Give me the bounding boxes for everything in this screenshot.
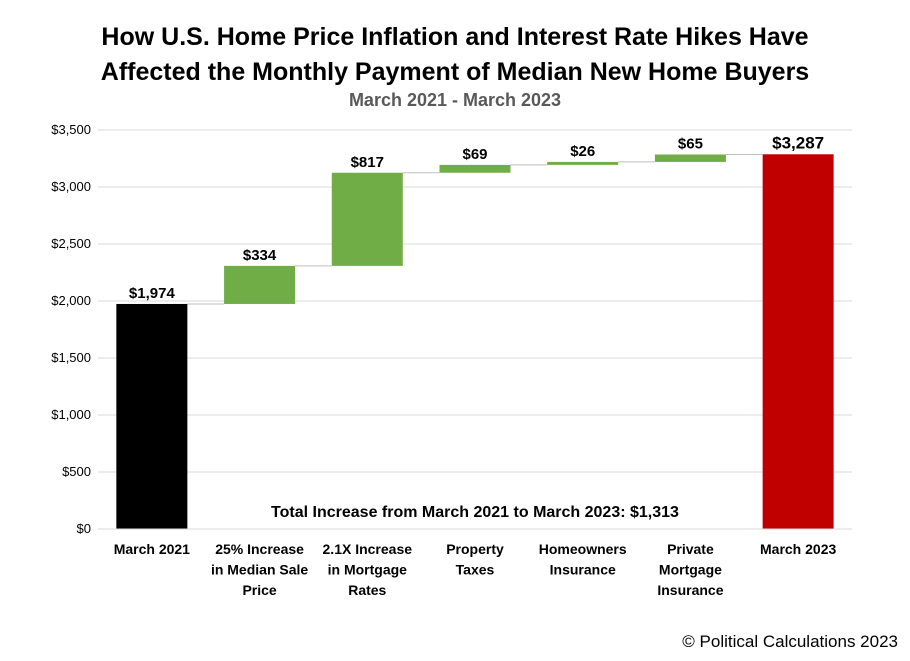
x-tick-label: Mortgage xyxy=(659,562,722,578)
x-tick-label: in Median Sale xyxy=(211,562,308,578)
data-label: $3,287 xyxy=(772,133,824,152)
y-tick-label: $2,500 xyxy=(51,236,91,251)
x-tick-label: in Mortgage xyxy=(328,562,408,578)
chart-title-line-1: How U.S. Home Price Inflation and Intere… xyxy=(101,23,809,51)
total-increase-annotation: Total Increase from March 2021 to March … xyxy=(271,504,679,521)
chart-subtitle: March 2021 - March 2023 xyxy=(348,90,562,110)
x-tick-label: Property xyxy=(446,541,504,557)
bar xyxy=(116,303,188,529)
bar xyxy=(547,161,619,165)
y-tick-label: $1,000 xyxy=(51,407,91,422)
x-tick-label: Insurance xyxy=(550,562,616,578)
x-tick-label: Private xyxy=(667,541,714,557)
bar xyxy=(224,265,296,304)
bar xyxy=(762,154,834,530)
x-tick-label: Price xyxy=(242,582,276,598)
y-tick-label: $0 xyxy=(77,521,91,536)
data-label: $817 xyxy=(351,154,384,171)
y-tick-label: $500 xyxy=(62,464,91,479)
x-tick-label: Insurance xyxy=(657,582,723,598)
y-tick-label: $2,000 xyxy=(51,293,91,308)
x-tick-label: March 2023 xyxy=(760,541,836,557)
x-tick-label: Rates xyxy=(348,582,386,598)
y-tick-label: $1,500 xyxy=(51,350,91,365)
data-label: $334 xyxy=(243,247,277,264)
y-tick-label: $3,000 xyxy=(51,179,91,194)
x-tick-label: 2.1X Increase xyxy=(323,541,413,557)
y-tick-label: $3,500 xyxy=(51,122,91,137)
chart-title-line-2: Affected the Monthly Payment of Median N… xyxy=(100,58,810,86)
x-tick-label: 25% Increase xyxy=(215,541,304,557)
x-tick-label: Taxes xyxy=(456,562,495,578)
bar xyxy=(654,154,726,162)
data-label: $69 xyxy=(462,146,487,163)
data-label: $26 xyxy=(570,143,595,160)
x-tick-label: March 2021 xyxy=(114,541,190,557)
data-label: $65 xyxy=(678,136,703,153)
copyright-credit: © Political Calculations 2023 xyxy=(682,632,898,651)
bar xyxy=(439,164,511,173)
bar xyxy=(331,172,403,266)
x-tick-label: Homeowners xyxy=(539,541,627,557)
data-label: $1,974 xyxy=(129,285,176,302)
